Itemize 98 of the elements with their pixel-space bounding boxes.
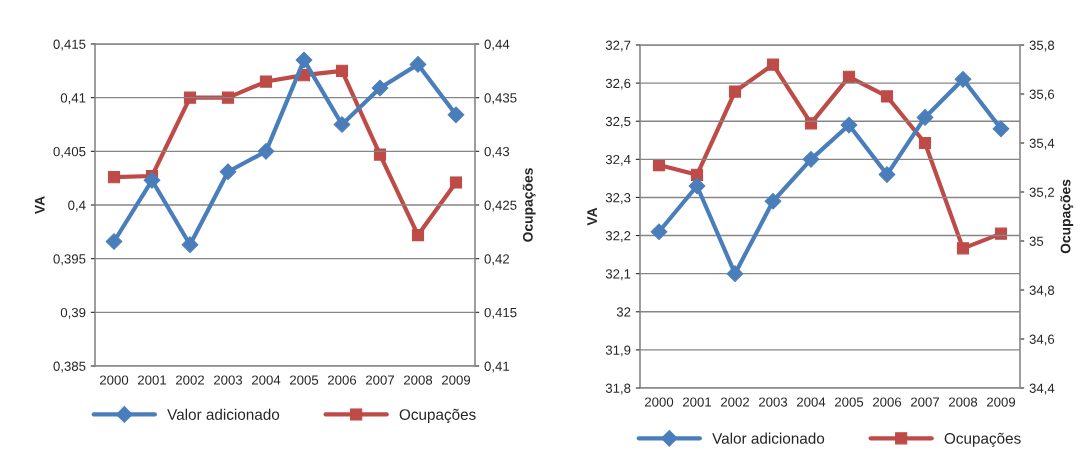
- x-tick-label: 2007: [910, 397, 940, 407]
- y2-tick-label: 0,425: [484, 200, 517, 212]
- point: [652, 158, 666, 172]
- point: [764, 192, 782, 210]
- y2-tick-label: 35,8: [1029, 40, 1055, 52]
- point: [878, 166, 896, 183]
- x-tick-label: 2000: [644, 397, 674, 407]
- point: [916, 109, 934, 126]
- point: [766, 58, 780, 71]
- x-tick-label: 2006: [327, 375, 357, 385]
- legend-label: Ocupações: [399, 408, 476, 424]
- x-tick-label: 2004: [796, 397, 826, 407]
- point: [918, 136, 932, 150]
- point: [257, 142, 275, 160]
- legend-label: Valor adicionado: [167, 408, 280, 420]
- point: [373, 148, 387, 161]
- y-tick-label: 0,41: [60, 93, 86, 105]
- x-tick-label: 2009: [986, 397, 1016, 407]
- y2-tick-label: 0,415: [484, 307, 517, 319]
- point: [183, 91, 197, 104]
- y-axis-title: VA: [587, 207, 597, 226]
- y-tick-label: 32: [616, 307, 631, 317]
- x-tick-label: 2009: [441, 375, 471, 385]
- x-tick-label: 2005: [834, 397, 864, 407]
- x-tick-label: 2002: [175, 375, 205, 385]
- y2-tick-label: 34,8: [1029, 285, 1055, 297]
- point: [411, 228, 425, 242]
- x-tick-label: 2001: [137, 375, 167, 385]
- point: [840, 116, 858, 134]
- x-tick-label: 2006: [872, 397, 902, 407]
- point: [650, 223, 668, 241]
- y2-tick-label: 0,41: [484, 361, 510, 373]
- x-tick-label: 2005: [289, 375, 319, 385]
- point: [992, 120, 1010, 138]
- y2-tick-label: 35: [1029, 236, 1044, 246]
- point: [409, 56, 427, 73]
- y-tick-label: 32,6: [605, 78, 631, 90]
- point: [449, 176, 463, 189]
- y2-tick-label: 0,44: [484, 39, 510, 51]
- x-tick-label: 2004: [251, 375, 281, 385]
- y-tick-label: 0,385: [53, 361, 86, 373]
- y-tick-label: 32,7: [605, 40, 631, 52]
- y-tick-label: 0,39: [60, 307, 86, 319]
- y2-tick-label: 35,6: [1029, 89, 1055, 101]
- point: [107, 171, 121, 184]
- point: [295, 51, 313, 69]
- y-tick-label: 31,9: [605, 345, 631, 357]
- y-tick-label: 0,415: [53, 39, 86, 51]
- y2-tick-label: 35,2: [1029, 187, 1055, 199]
- legend-label: Valor adicionado: [712, 432, 825, 444]
- y-tick-label: 0,395: [53, 254, 86, 266]
- point: [726, 265, 744, 283]
- y2-tick-label: 35,4: [1029, 138, 1055, 150]
- y-tick-label: 32,2: [605, 231, 631, 243]
- y2-axis-title: Ocupações: [1060, 179, 1074, 254]
- y2-tick-label: 0,43: [484, 146, 510, 158]
- point: [371, 79, 389, 97]
- point: [804, 117, 818, 130]
- y-tick-label: 0,405: [53, 146, 86, 158]
- point: [802, 150, 820, 168]
- y2-tick-label: 0,435: [484, 93, 517, 105]
- x-tick-label: 2008: [403, 375, 433, 385]
- point: [181, 236, 199, 254]
- point: [219, 163, 237, 181]
- point: [842, 70, 856, 83]
- point: [333, 116, 351, 133]
- y-tick-label: 31,8: [605, 383, 631, 395]
- x-tick-label: 2002: [720, 397, 750, 407]
- x-tick-label: 2000: [99, 375, 129, 385]
- point: [335, 64, 349, 77]
- y-tick-label: 32,3: [605, 193, 631, 204]
- point: [994, 227, 1008, 240]
- y-tick-label: 0,4: [68, 200, 86, 212]
- y-axis-title: VA: [34, 196, 45, 215]
- y2-tick-label: 34,4: [1029, 383, 1055, 395]
- x-tick-label: 2008: [948, 397, 978, 407]
- point: [259, 75, 273, 88]
- point: [221, 91, 235, 104]
- point: [105, 233, 123, 250]
- point: [954, 70, 972, 88]
- point: [728, 85, 742, 98]
- y-tick-label: 32,1: [605, 269, 631, 281]
- y-tick-label: 32,4: [605, 154, 631, 166]
- point: [688, 177, 706, 195]
- point: [143, 171, 161, 189]
- y-tick-label: 32,5: [605, 116, 631, 128]
- x-tick-label: 2003: [213, 375, 243, 385]
- point: [447, 106, 465, 124]
- y2-axis-title: Ocupações: [522, 168, 536, 242]
- x-tick-label: 2007: [365, 375, 395, 385]
- point: [690, 168, 704, 181]
- point: [880, 90, 894, 103]
- y2-tick-label: 0,42: [484, 254, 510, 266]
- legend-label: Ocupações: [944, 432, 1021, 447]
- y2-tick-label: 34,6: [1029, 334, 1055, 346]
- x-tick-label: 2001: [682, 397, 712, 407]
- point: [956, 242, 970, 255]
- x-tick-label: 2003: [758, 397, 788, 407]
